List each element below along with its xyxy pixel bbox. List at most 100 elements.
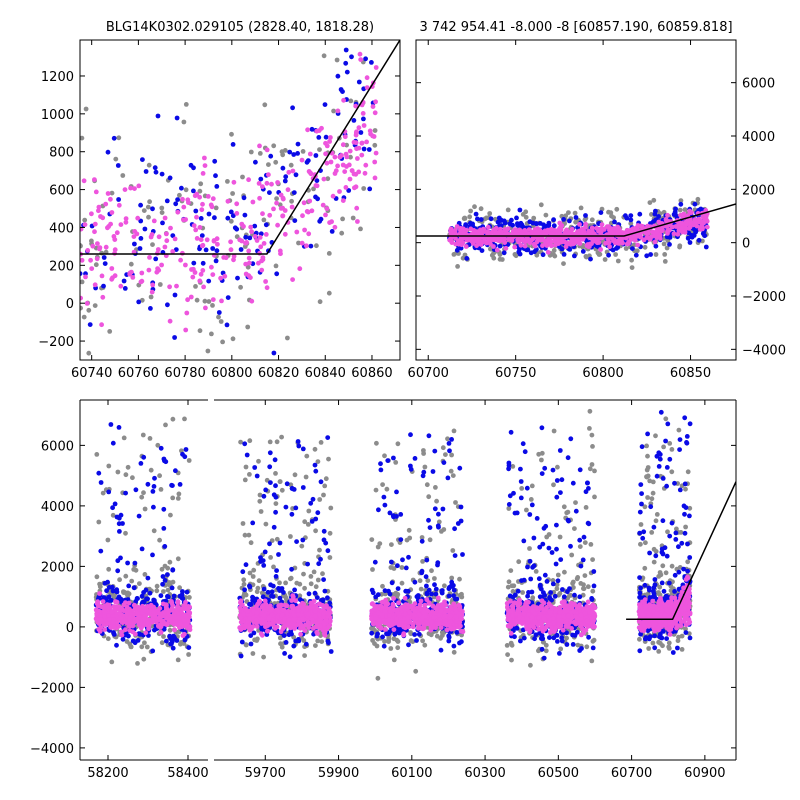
magenta-point	[119, 629, 124, 635]
blue-point	[382, 588, 388, 594]
grey-point	[147, 199, 153, 205]
grey-point	[130, 475, 135, 481]
magenta-point	[122, 187, 128, 193]
blue-point	[459, 639, 464, 645]
grey-point	[94, 574, 100, 580]
blue-point	[406, 554, 411, 560]
magenta-point	[210, 196, 216, 202]
magenta-point	[194, 214, 199, 220]
magenta-point	[237, 613, 243, 618]
blue-point	[110, 505, 115, 511]
blue-point	[382, 502, 388, 508]
blue-point	[213, 173, 218, 179]
blue-point	[514, 215, 519, 221]
grey-point	[455, 264, 460, 269]
blue-point	[277, 540, 283, 546]
magenta-point	[285, 187, 291, 193]
blue-point	[502, 220, 508, 226]
magenta-point	[372, 175, 378, 181]
blue-point	[263, 487, 269, 493]
blue-point	[110, 440, 116, 446]
blue-point	[436, 511, 441, 517]
magenta-point	[123, 627, 128, 633]
magenta-point	[119, 606, 125, 612]
blue-point	[308, 500, 314, 506]
magenta-point	[94, 601, 100, 606]
blue-point	[281, 590, 286, 595]
blue-point	[263, 222, 269, 228]
blue-point	[151, 484, 157, 489]
blue-point	[381, 494, 387, 500]
grey-point	[146, 162, 152, 168]
x-tick-label: 58200	[87, 766, 128, 781]
magenta-point	[596, 240, 602, 245]
grey-point	[372, 128, 378, 133]
magenta-point	[260, 184, 265, 190]
blue-point	[169, 585, 175, 591]
magenta-point	[305, 611, 311, 617]
magenta-point	[362, 170, 368, 176]
blue-point	[277, 595, 283, 601]
grey-point	[167, 627, 173, 633]
grey-point	[449, 575, 455, 581]
blue-point	[540, 252, 546, 258]
grey-point	[269, 538, 275, 543]
blue-point	[460, 552, 465, 557]
blue-point	[122, 286, 128, 291]
grey-point	[523, 214, 529, 220]
grey-point	[282, 148, 288, 153]
magenta-point	[340, 142, 346, 148]
blue-point	[150, 552, 155, 558]
blue-point	[244, 452, 250, 458]
blue-point	[361, 146, 367, 152]
magenta-point	[340, 198, 346, 204]
grey-point	[482, 216, 488, 222]
magenta-point	[324, 206, 330, 212]
magenta-point	[689, 210, 694, 216]
grey-point	[308, 581, 314, 587]
grey-point	[238, 439, 244, 445]
blue-point	[165, 302, 170, 308]
blue-point	[667, 242, 672, 247]
grey-point	[113, 156, 119, 162]
grey-point	[422, 642, 428, 648]
blue-point	[162, 578, 168, 583]
blue-point	[267, 464, 273, 470]
blue-point	[372, 559, 378, 565]
magenta-point	[259, 267, 265, 273]
blue-point	[449, 437, 454, 442]
magenta-point	[113, 599, 119, 605]
magenta-point	[108, 196, 113, 202]
grey-point	[372, 142, 378, 148]
blue-point	[323, 134, 329, 140]
grey-point	[301, 571, 306, 577]
grey-point	[158, 487, 164, 492]
grey-point	[445, 436, 450, 442]
grey-point	[410, 639, 416, 644]
magenta-point	[679, 225, 685, 231]
grey-point	[247, 438, 253, 444]
magenta-point	[503, 245, 509, 251]
magenta-point	[290, 168, 296, 174]
magenta-point	[94, 611, 100, 617]
grey-point	[448, 468, 454, 474]
grey-point	[395, 441, 401, 447]
blue-point	[292, 218, 298, 224]
blue-point	[559, 246, 565, 252]
magenta-point	[314, 183, 320, 189]
magenta-point	[82, 222, 88, 228]
blue-point	[159, 171, 165, 177]
blue-point	[258, 555, 263, 560]
blue-point	[267, 541, 272, 547]
blue-point	[475, 216, 480, 222]
blue-point	[268, 153, 274, 159]
grey-point	[225, 179, 230, 184]
blue-point	[273, 574, 279, 579]
magenta-point	[364, 75, 370, 81]
magenta-point	[301, 601, 307, 607]
magenta-point	[146, 626, 152, 632]
grey-point	[399, 565, 405, 570]
magenta-point	[127, 616, 133, 621]
magenta-point	[256, 601, 261, 606]
blue-point	[435, 562, 440, 568]
